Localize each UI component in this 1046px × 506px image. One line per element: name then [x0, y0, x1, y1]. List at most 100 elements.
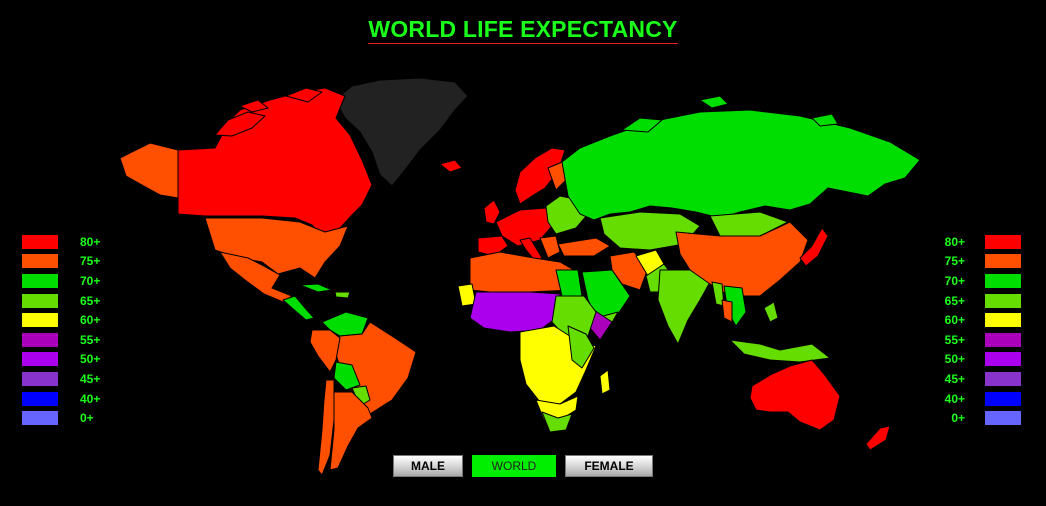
- legend-swatch: [22, 391, 58, 406]
- legend-item: 60+: [929, 310, 1021, 330]
- legend-swatch: [22, 293, 58, 308]
- region-russia[interactable]: [561, 109, 921, 221]
- region-iberia[interactable]: [477, 235, 509, 257]
- region-madagascar[interactable]: [599, 369, 611, 395]
- legend-label: 55+: [944, 332, 965, 347]
- male-button[interactable]: MALE: [393, 455, 463, 477]
- legend-item: 0+: [929, 408, 1021, 428]
- legend-item: 80+: [22, 232, 116, 252]
- region-sahel[interactable]: [469, 291, 561, 333]
- legend-swatch: [985, 391, 1021, 406]
- region-korea-japan[interactable]: [799, 227, 829, 267]
- legend-swatch: [985, 254, 1021, 269]
- legend-label: 0+: [80, 411, 94, 426]
- region-indonesia[interactable]: [729, 339, 831, 363]
- legend-swatch: [985, 293, 1021, 308]
- region-new-zealand[interactable]: [865, 425, 891, 451]
- legend-label: 0+: [951, 411, 965, 426]
- legend-swatch: [985, 313, 1021, 328]
- legend-label: 80+: [944, 234, 965, 249]
- legend-item: 50+: [22, 350, 116, 370]
- legend-label: 70+: [80, 273, 101, 288]
- region-philippines[interactable]: [763, 301, 779, 323]
- legend-swatch: [22, 273, 58, 288]
- legend-label: 45+: [80, 371, 101, 386]
- legend-item: 60+: [22, 310, 116, 330]
- region-central-america[interactable]: [282, 295, 315, 321]
- legend-swatch: [22, 352, 58, 367]
- legend-swatch: [22, 371, 58, 386]
- legend-label: 50+: [80, 352, 101, 367]
- legend-item: 45+: [22, 369, 116, 389]
- legend-swatch: [985, 411, 1021, 426]
- region-east-africa[interactable]: [567, 325, 595, 369]
- legend-right: 80+ 75+ 70+ 65+ 60+ 55+ 50+ 45+ 40+ 0+: [929, 232, 1021, 428]
- legend-label: 75+: [80, 254, 101, 269]
- region-iceland[interactable]: [439, 159, 463, 173]
- map-title-text: WORLD LIFE EXPECTANCY: [368, 16, 678, 44]
- legend-item: 45+: [929, 369, 1021, 389]
- region-peru[interactable]: [309, 329, 341, 373]
- legend-item: 75+: [929, 252, 1021, 272]
- legend-item: 55+: [22, 330, 116, 350]
- region-mexico[interactable]: [219, 251, 293, 303]
- legend-label: 75+: [944, 254, 965, 269]
- legend-swatch: [985, 371, 1021, 386]
- legend-left: 80+ 75+ 70+ 65+ 60+ 55+ 50+ 45+ 40+ 0+: [22, 232, 116, 428]
- legend-swatch: [985, 332, 1021, 347]
- legend-item: 50+: [929, 350, 1021, 370]
- region-caribbean[interactable]: [334, 291, 351, 299]
- region-russia-islands[interactable]: [621, 95, 839, 133]
- region-india[interactable]: [657, 269, 711, 345]
- legend-item: 70+: [22, 271, 116, 291]
- region-south-africa[interactable]: [541, 411, 573, 433]
- legend-swatch: [985, 352, 1021, 367]
- legend-item: 65+: [22, 291, 116, 311]
- map-title: WORLD LIFE EXPECTANCY: [0, 16, 1046, 44]
- region-uk[interactable]: [483, 199, 501, 225]
- legend-swatch: [985, 234, 1021, 249]
- region-ethiopia-sudan[interactable]: [551, 295, 597, 339]
- legend-label: 80+: [80, 234, 101, 249]
- region-canada-islands[interactable]: [214, 87, 323, 137]
- region-scandinavia[interactable]: [514, 147, 566, 205]
- region-australia[interactable]: [749, 359, 841, 431]
- legend-label: 65+: [80, 293, 101, 308]
- region-cuba[interactable]: [299, 283, 333, 293]
- legend-label: 60+: [944, 313, 965, 328]
- region-egypt[interactable]: [555, 269, 583, 297]
- legend-swatch: [22, 332, 58, 347]
- legend-label: 70+: [944, 273, 965, 288]
- legend-item: 55+: [929, 330, 1021, 350]
- view-buttons: MALE WORLD FEMALE: [393, 455, 653, 477]
- legend-item: 65+: [929, 291, 1021, 311]
- legend-swatch: [22, 411, 58, 426]
- region-thailand[interactable]: [721, 299, 733, 323]
- legend-label: 45+: [944, 371, 965, 386]
- legend-swatch: [985, 273, 1021, 288]
- region-china[interactable]: [675, 221, 809, 297]
- world-button[interactable]: WORLD: [472, 455, 556, 477]
- legend-swatch: [22, 254, 58, 269]
- legend-label: 60+: [80, 313, 101, 328]
- legend-item: 40+: [22, 389, 116, 409]
- legend-label: 65+: [944, 293, 965, 308]
- legend-label: 50+: [944, 352, 965, 367]
- region-greenland[interactable]: [334, 77, 469, 187]
- legend-label: 55+: [80, 332, 101, 347]
- region-arabia[interactable]: [581, 269, 631, 321]
- region-argentina[interactable]: [329, 391, 373, 471]
- region-alaska[interactable]: [119, 142, 179, 199]
- legend-item: 80+: [929, 232, 1021, 252]
- legend-swatch: [22, 234, 58, 249]
- legend-label: 40+: [944, 391, 965, 406]
- region-western-europe[interactable]: [495, 207, 553, 247]
- legend-item: 0+: [22, 408, 116, 428]
- region-turkey[interactable]: [557, 237, 611, 257]
- legend-item: 40+: [929, 389, 1021, 409]
- legend-swatch: [22, 313, 58, 328]
- region-balkans[interactable]: [539, 235, 561, 259]
- legend-label: 40+: [80, 391, 101, 406]
- female-button[interactable]: FEMALE: [565, 455, 653, 477]
